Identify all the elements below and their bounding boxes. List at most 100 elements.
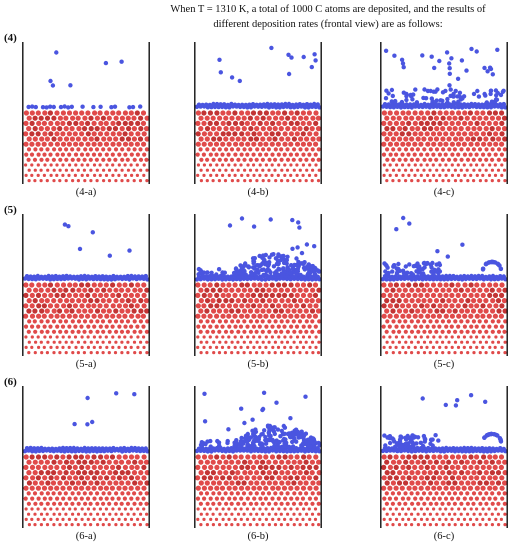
substrate-atom — [419, 163, 423, 167]
substrate-atom — [279, 459, 285, 465]
substrate-atom — [29, 141, 35, 147]
substrate-atom — [144, 136, 150, 142]
carbon-atom — [48, 104, 53, 109]
carbon-atom — [301, 442, 306, 447]
substrate-atom — [449, 282, 455, 288]
substrate-atom — [107, 157, 112, 162]
substrate-atom — [51, 459, 57, 465]
substrate-atom — [440, 126, 446, 132]
substrate-atom — [499, 324, 505, 329]
carbon-atom — [295, 245, 300, 250]
substrate-atom — [459, 329, 464, 334]
substrate-atom — [125, 157, 130, 162]
substrate-atom — [44, 115, 51, 121]
substrate-atom — [278, 126, 284, 132]
substrate-atom — [312, 313, 318, 319]
carbon-atom — [462, 273, 467, 279]
substrate-atom — [301, 345, 306, 349]
substrate-atom — [283, 517, 287, 521]
substrate-atom — [216, 126, 222, 132]
substrate-atom — [300, 496, 306, 501]
substrate-atom — [304, 329, 309, 334]
carbon-atom — [289, 55, 294, 60]
substrate-atom — [215, 507, 219, 511]
substrate-atom — [279, 351, 284, 355]
substrate-atom — [75, 136, 81, 142]
substrate-atom — [264, 335, 268, 339]
substrate-atom — [134, 110, 140, 116]
substrate-atom — [126, 340, 130, 344]
carbon-atom — [239, 435, 244, 441]
substrate-atom — [199, 523, 203, 527]
substrate-atom — [132, 491, 137, 496]
substrate-atom — [54, 475, 60, 481]
substrate-atom — [424, 292, 430, 298]
carbon-atom — [71, 445, 76, 451]
substrate-atom — [500, 345, 504, 349]
substrate-atom — [428, 147, 433, 152]
substrate-atom — [310, 136, 316, 142]
substrate-atom — [138, 126, 144, 132]
substrate-atom — [409, 287, 415, 293]
substrate-atom — [248, 157, 253, 162]
substrate-atom — [132, 329, 137, 334]
substrate-atom — [114, 179, 118, 183]
substrate-atom — [26, 147, 32, 152]
substrate-atom — [136, 345, 140, 349]
substrate-atom — [104, 324, 109, 329]
substrate-atom — [489, 126, 495, 132]
substrate-atom — [64, 298, 70, 304]
substrate-atom — [461, 485, 467, 491]
substrate-atom — [419, 345, 423, 349]
substrate-atom — [298, 329, 303, 334]
substrate-atom — [224, 501, 229, 506]
substrate-atom — [89, 512, 93, 516]
carbon-atom — [234, 440, 239, 445]
substrate-atom — [291, 126, 297, 132]
substrate-atom — [125, 136, 132, 142]
substrate-atom — [36, 507, 40, 511]
substrate-atom — [235, 298, 241, 304]
carbon-atom — [202, 391, 207, 396]
substrate-atom — [475, 335, 479, 339]
substrate-atom — [135, 173, 139, 177]
substrate-atom — [205, 340, 209, 344]
carbon-atom — [425, 88, 431, 94]
carbon-atom — [420, 396, 425, 401]
substrate-atom — [63, 287, 69, 293]
substrate-atom — [109, 485, 115, 491]
substrate-atom — [24, 517, 28, 521]
substrate-atom — [384, 287, 390, 293]
substrate-atom — [220, 464, 226, 470]
substrate-atom — [301, 517, 305, 521]
substrate-atom — [216, 298, 222, 304]
substrate-atom — [223, 329, 229, 334]
substrate-atom — [270, 173, 274, 177]
substrate-atom — [468, 464, 474, 470]
substrate-atom — [88, 136, 94, 142]
substrate-atom — [223, 470, 229, 476]
substrate-atom — [103, 464, 109, 470]
carbon-atom — [253, 270, 258, 276]
substrate-atom — [272, 126, 278, 132]
substrate-atom — [438, 163, 442, 167]
substrate-atom — [70, 319, 75, 324]
substrate-atom — [52, 501, 57, 506]
substrate-atom — [54, 292, 60, 298]
substrate-atom — [446, 319, 451, 324]
substrate-atom — [223, 319, 228, 324]
carbon-atom — [290, 266, 295, 271]
substrate-atom — [487, 517, 491, 521]
substrate-atom — [82, 351, 86, 355]
substrate-atom — [33, 523, 37, 527]
substrate-atom — [305, 351, 309, 355]
substrate-atom — [113, 501, 118, 506]
carbon-atom — [309, 64, 314, 70]
substrate-atom — [76, 287, 82, 293]
carbon-atom — [275, 427, 281, 432]
substrate-atom — [66, 303, 73, 309]
substrate-atom — [316, 459, 322, 465]
substrate-atom — [73, 173, 77, 177]
substrate-atom — [88, 115, 94, 121]
substrate-atom — [263, 120, 270, 126]
